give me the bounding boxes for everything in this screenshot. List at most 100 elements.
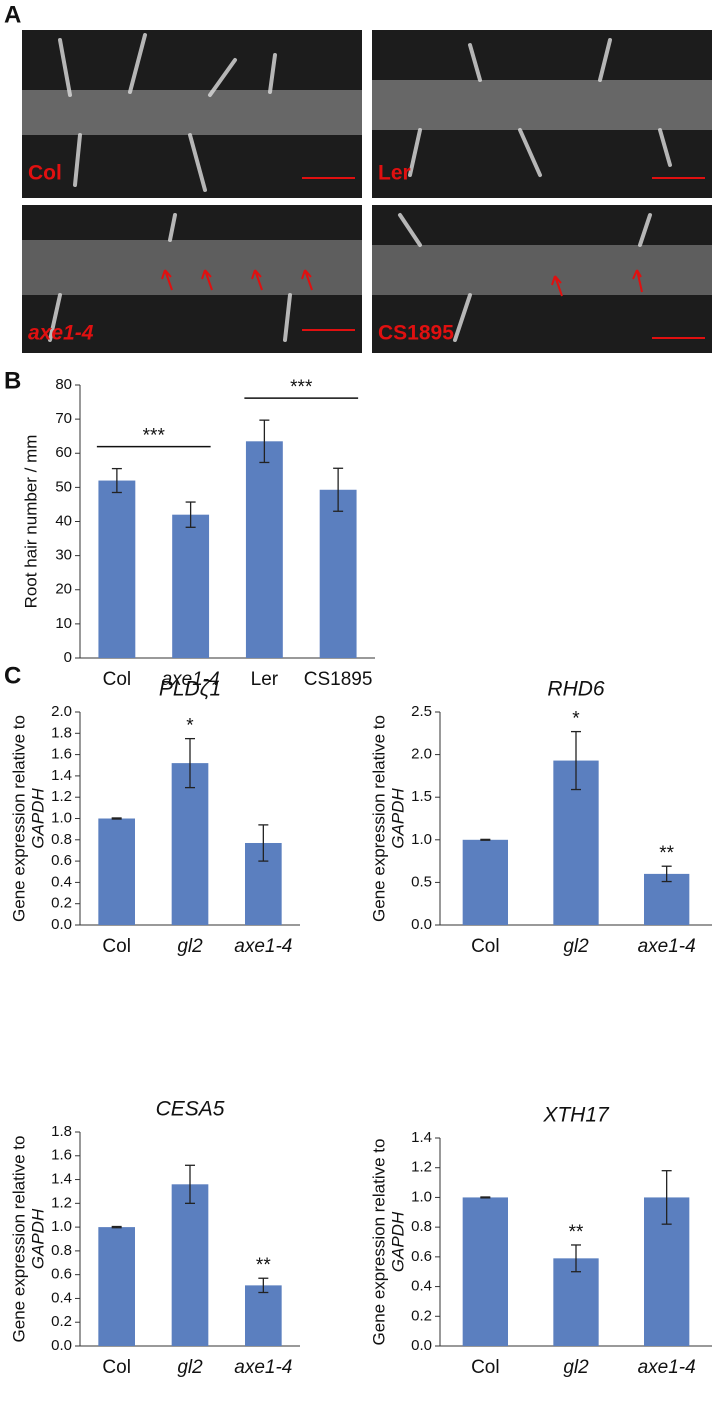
error-bar (258, 1277, 269, 1294)
micrographs: Col Ler axe1-4 CS1895 (22, 30, 712, 353)
x-tick-label: Col (471, 1357, 500, 1378)
root (372, 80, 712, 130)
panel-label: A (4, 1, 21, 28)
bar (245, 441, 283, 658)
y-axis-label: Gene expression relative to (369, 715, 388, 922)
y-tick-label: 1.2 (51, 788, 72, 805)
micrograph-label: axe1-4 (28, 322, 94, 345)
y-tick-label: 2.0 (411, 746, 432, 763)
x-tick-label: gl2 (563, 936, 589, 957)
y-tick-label: 1.4 (51, 1171, 72, 1188)
significance: ** (256, 1255, 271, 1276)
root-hairs (48, 33, 672, 342)
y-tick-label: 10 (55, 615, 72, 632)
y-tick-label: 1.6 (51, 746, 72, 763)
bar (98, 1227, 135, 1346)
error-bar (185, 501, 196, 528)
x-tick-label: gl2 (177, 1357, 203, 1378)
y-tick-label: 0.2 (411, 1307, 432, 1324)
significance: ** (569, 1222, 584, 1243)
error-bar (111, 467, 122, 494)
root (22, 90, 362, 135)
y-tick-label: 1.8 (51, 1123, 72, 1140)
y-tick-label: 0.4 (411, 1278, 432, 1295)
y-tick-label: 30 (55, 547, 72, 564)
error-bar (111, 817, 122, 820)
error-bar (661, 1170, 672, 1225)
error-bar (571, 1244, 581, 1273)
y-tick-label: 0.2 (51, 1313, 72, 1330)
y-tick-label: 0.4 (51, 1289, 72, 1306)
y-tick-label: 0 (64, 649, 72, 666)
bar (644, 873, 690, 925)
bar (171, 1184, 209, 1346)
bar (462, 1197, 508, 1346)
error-bar (258, 824, 269, 862)
y-tick-label: 0.8 (411, 1218, 432, 1235)
y-tick-label: 1.0 (411, 831, 432, 848)
micrograph-label: CS1895 (378, 322, 454, 345)
bar (172, 514, 210, 658)
error-bar (480, 1196, 491, 1199)
significance: *** (290, 377, 313, 398)
y-tick-label: 50 (55, 478, 72, 495)
x-tick-label: CS1895 (304, 669, 373, 690)
error-bar (185, 1164, 195, 1204)
x-tick-label: axe1-4 (234, 936, 292, 957)
x-tick-label: axe1-4 (638, 1357, 696, 1378)
chart-title: XTH17 (542, 1104, 610, 1127)
bar (98, 480, 136, 658)
error-bar (111, 1225, 122, 1229)
chart-title: CESA5 (156, 1098, 225, 1121)
y-tick-label: 70 (55, 410, 72, 427)
significance: *** (143, 426, 166, 447)
y-tick-label: 0.0 (411, 916, 432, 933)
y-axis-label: GAPDH (388, 1211, 407, 1272)
y-tick-label: 0.0 (51, 916, 72, 933)
error-bar (259, 419, 270, 464)
root (22, 240, 362, 295)
y-tick-label: 0.6 (51, 1266, 72, 1283)
y-tick-label: 0.6 (51, 852, 72, 869)
y-tick-label: 1.5 (411, 788, 432, 805)
y-tick-label: 0.6 (411, 1248, 432, 1265)
x-tick-label: gl2 (177, 936, 203, 957)
x-tick-label: Col (102, 1357, 131, 1378)
significance: ** (659, 843, 674, 864)
y-tick-label: 1.0 (51, 1218, 72, 1235)
y-tick-label: 0.2 (51, 895, 72, 912)
y-tick-label: 20 (55, 581, 72, 598)
x-tick-label: Col (103, 669, 132, 690)
x-tick-label: Ler (251, 669, 279, 690)
x-tick-label: Col (471, 936, 500, 957)
bar (98, 818, 135, 925)
chart-title: RHD6 (547, 678, 604, 701)
x-tick-label: gl2 (563, 1357, 589, 1378)
error-bar (185, 737, 195, 789)
y-tick-label: 1.2 (411, 1159, 432, 1176)
y-tick-label: 1.4 (51, 767, 72, 784)
error-bar (661, 865, 672, 883)
x-tick-label: axe1-4 (162, 669, 220, 690)
bar (171, 763, 209, 925)
x-tick-label: Col (102, 936, 131, 957)
y-tick-label: 0.0 (51, 1337, 72, 1354)
y-tick-label: 0.8 (51, 831, 72, 848)
y-tick-label: 1.0 (411, 1188, 432, 1205)
y-tick-label: 1.8 (51, 724, 72, 741)
y-tick-label: 1.6 (51, 1147, 72, 1164)
y-axis-label: Gene expression relative to (369, 1139, 388, 1346)
y-tick-label: 2.5 (411, 703, 432, 720)
y-axis-label: GAPDH (28, 788, 47, 849)
y-tick-label: 60 (55, 444, 72, 461)
panel-label: B (4, 367, 21, 394)
error-bar (333, 467, 344, 512)
y-tick-label: 0.5 (411, 873, 432, 890)
y-axis-label: GAPDH (28, 1208, 47, 1269)
y-axis-label: Gene expression relative to (9, 715, 28, 922)
y-tick-label: 1.4 (411, 1129, 432, 1146)
y-tick-label: 0.4 (51, 873, 72, 890)
panel-label: C (4, 662, 21, 689)
scale-bars (302, 177, 705, 339)
